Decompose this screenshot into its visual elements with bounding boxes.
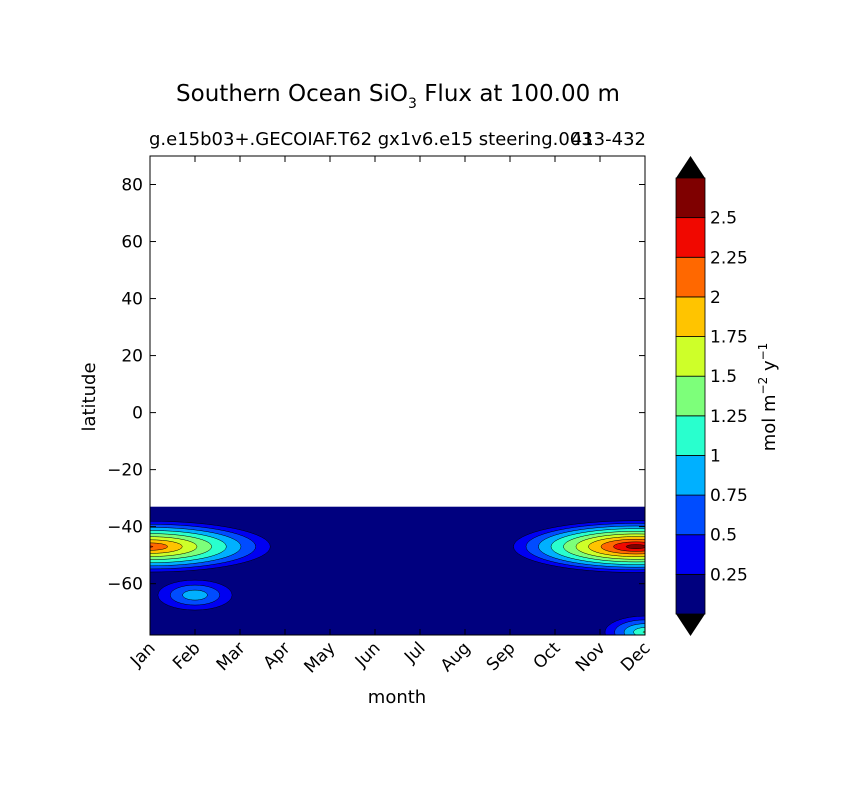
x-tick-label: Mar	[213, 638, 250, 675]
colorbar-extend-high	[676, 156, 705, 178]
y-tick-label: −40	[107, 518, 143, 538]
y-tick-label: 40	[121, 290, 143, 310]
year-range: 413-432	[571, 129, 646, 150]
colorbar-segment	[675, 296, 706, 337]
y-tick-label: 20	[121, 347, 143, 367]
colorbar-tick-label: 2	[710, 288, 721, 308]
colorbar-segment	[675, 494, 706, 536]
x-tick-label: Jun	[351, 638, 385, 672]
colorbar-segment	[675, 177, 706, 219]
colorbar-tick-label: 2.25	[710, 248, 748, 268]
x-tick-label: Jul	[400, 638, 429, 667]
contour-band	[150, 542, 168, 551]
y-axis: 80 60 40 20 0 −20 −40 −60	[107, 176, 645, 595]
colorbar-tick-label: 0.25	[710, 565, 748, 585]
colorbar-tick-label: 1.25	[710, 407, 748, 427]
colorbar-tick-label: 2.5	[710, 209, 737, 229]
colorbar-tick-label: 0.75	[710, 486, 748, 506]
colorbar-segment	[675, 375, 706, 417]
y-tick-label: 80	[121, 176, 143, 196]
contour-band	[182, 589, 208, 601]
x-axis-label: month	[368, 687, 426, 708]
colorbar-extend-low	[676, 614, 705, 636]
chart-title: Southern Ocean SiO3 Flux at 100.00 m	[176, 81, 620, 112]
colorbar: 0.25 0.5 0.75 1 1.25 1.5 1.75 2 2.25 2.5	[675, 156, 748, 636]
contour-band	[150, 545, 154, 548]
x-tick-label: May	[301, 638, 340, 677]
colorbar-segment	[675, 573, 706, 615]
y-axis-label: latitude	[79, 362, 100, 431]
contour-field	[150, 506, 645, 635]
plot-frame	[149, 155, 646, 636]
y-tick-label: −20	[107, 461, 143, 481]
run-name: g.e15b03+.GECOIAF.T62 gx1v6.e15 steering…	[149, 129, 593, 150]
x-tick-label: Feb	[169, 638, 204, 673]
colorbar-segment	[675, 256, 706, 298]
colorbar-tick-label: 1.5	[710, 367, 737, 387]
colorbar-segment	[675, 217, 706, 258]
x-tick-label: Oct	[530, 638, 565, 673]
colorbar-segment	[675, 455, 706, 496]
colorbar-segment	[675, 336, 706, 377]
x-tick-label: Jan	[126, 638, 159, 671]
colorbar-tick-label: 1.75	[710, 328, 748, 348]
colorbar-segment	[675, 415, 706, 456]
contour-band	[625, 544, 645, 549]
x-tick-label: Apr	[260, 638, 295, 673]
x-tick-label: Dec	[617, 638, 654, 675]
colorbar-segment	[675, 534, 706, 575]
colorbar-tick-label: 0.5	[710, 526, 737, 546]
colorbar-tick-label: 1	[710, 446, 721, 466]
x-tick-label: Nov	[572, 638, 610, 676]
x-tick-label: Sep	[483, 638, 520, 675]
y-tick-label: 0	[132, 404, 143, 424]
y-tick-label: −60	[107, 575, 143, 595]
x-tick-label: Aug	[437, 638, 475, 676]
y-tick-label: 60	[121, 233, 143, 253]
colorbar-label: mol m−2 y−1	[756, 343, 780, 452]
